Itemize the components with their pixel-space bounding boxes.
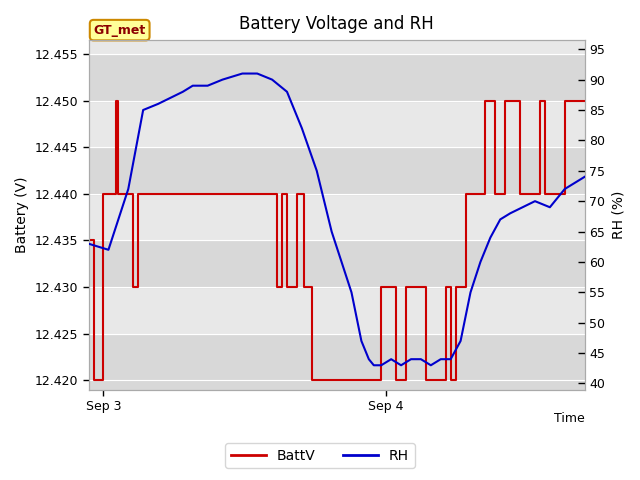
Bar (88, 194, 584, 240)
Bar (88, 334, 584, 380)
Bar (88, 54, 584, 101)
Bar (88, 147, 584, 194)
Title: Battery Voltage and RH: Battery Voltage and RH (239, 15, 434, 33)
Text: GT_met: GT_met (93, 24, 146, 36)
Legend: BattV, RH: BattV, RH (225, 443, 415, 468)
Y-axis label: RH (%): RH (%) (611, 191, 625, 239)
Bar (88, 101, 584, 147)
Bar (88, 380, 584, 390)
Text: Time: Time (554, 412, 584, 425)
Y-axis label: Battery (V): Battery (V) (15, 177, 29, 253)
Bar (88, 40, 584, 54)
Bar (88, 287, 584, 334)
Bar (88, 240, 584, 287)
